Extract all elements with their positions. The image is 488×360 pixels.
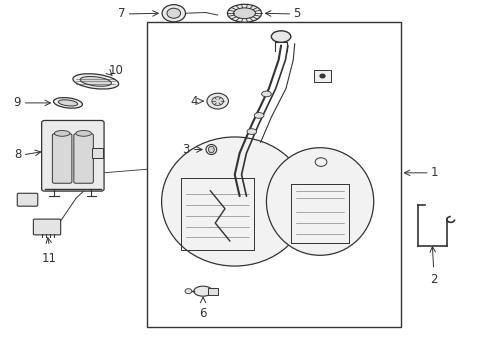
Circle shape bbox=[315, 158, 326, 166]
Ellipse shape bbox=[162, 5, 185, 22]
Text: 1: 1 bbox=[430, 166, 437, 179]
Text: 8: 8 bbox=[14, 148, 21, 161]
Text: 3: 3 bbox=[182, 143, 189, 156]
FancyBboxPatch shape bbox=[52, 134, 72, 183]
Bar bbox=[313, 69, 330, 82]
Ellipse shape bbox=[233, 8, 255, 19]
Ellipse shape bbox=[246, 129, 256, 134]
Ellipse shape bbox=[58, 100, 78, 106]
Ellipse shape bbox=[73, 74, 119, 89]
Ellipse shape bbox=[227, 4, 261, 22]
Ellipse shape bbox=[54, 131, 70, 136]
Bar bbox=[92, 148, 103, 158]
Bar bbox=[207, 288, 217, 295]
FancyBboxPatch shape bbox=[17, 193, 38, 206]
Ellipse shape bbox=[266, 148, 373, 255]
Ellipse shape bbox=[76, 131, 91, 136]
Circle shape bbox=[211, 97, 223, 105]
Text: 2: 2 bbox=[429, 273, 437, 286]
Text: 11: 11 bbox=[42, 252, 57, 265]
Ellipse shape bbox=[208, 146, 214, 153]
Ellipse shape bbox=[271, 31, 290, 42]
Circle shape bbox=[206, 93, 228, 109]
Ellipse shape bbox=[161, 137, 307, 266]
Ellipse shape bbox=[254, 113, 264, 118]
FancyBboxPatch shape bbox=[74, 134, 93, 183]
Ellipse shape bbox=[193, 286, 212, 296]
Text: 7: 7 bbox=[117, 8, 125, 21]
Text: 5: 5 bbox=[293, 8, 300, 21]
Circle shape bbox=[184, 289, 191, 294]
Ellipse shape bbox=[261, 91, 271, 97]
Ellipse shape bbox=[166, 8, 180, 18]
Circle shape bbox=[320, 74, 325, 78]
FancyBboxPatch shape bbox=[41, 121, 104, 191]
FancyBboxPatch shape bbox=[33, 219, 61, 235]
Ellipse shape bbox=[205, 144, 216, 154]
Text: 10: 10 bbox=[109, 64, 123, 77]
Text: 6: 6 bbox=[199, 307, 206, 320]
Ellipse shape bbox=[80, 77, 111, 86]
Bar bbox=[147, 22, 400, 327]
Text: 9: 9 bbox=[14, 96, 21, 109]
Ellipse shape bbox=[53, 98, 82, 108]
Text: 4: 4 bbox=[190, 95, 198, 108]
